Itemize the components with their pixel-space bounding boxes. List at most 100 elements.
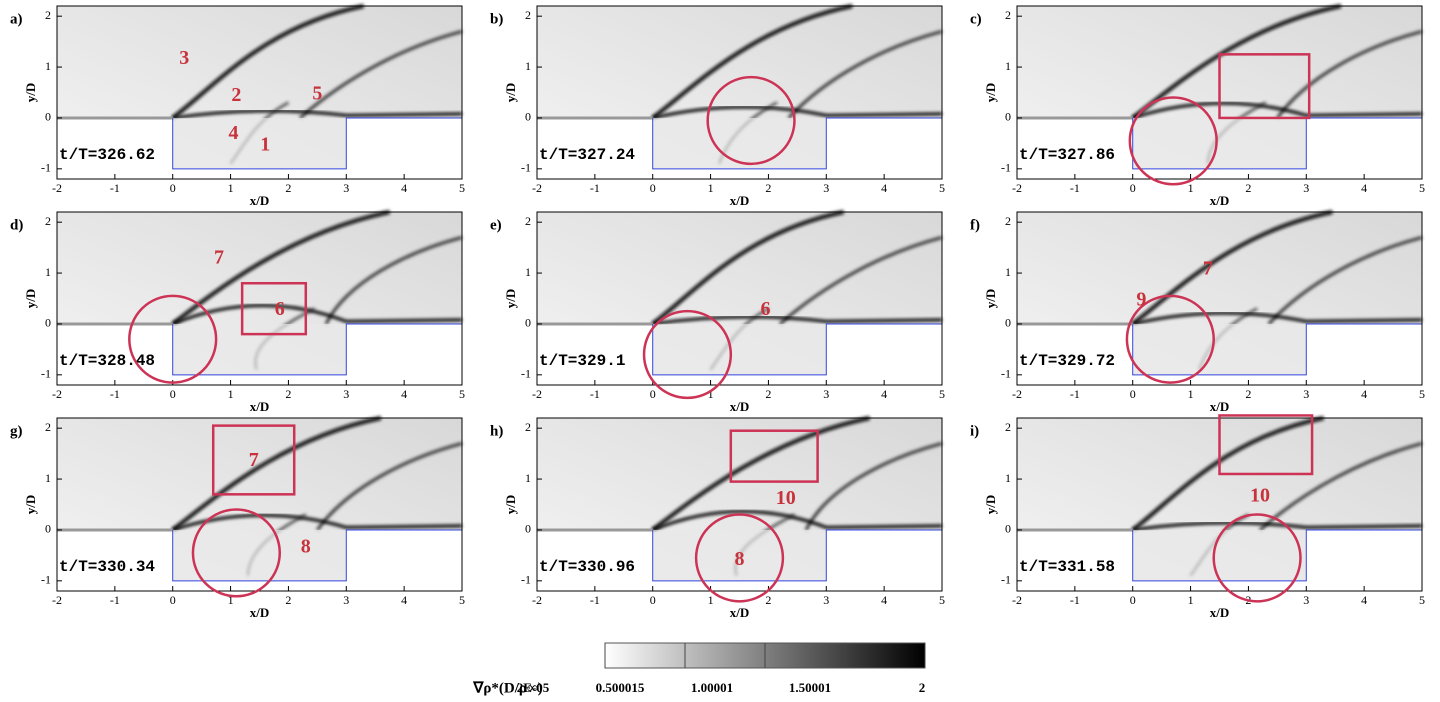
wall-left <box>57 117 173 179</box>
wall-right <box>346 117 462 179</box>
annotation: 9 <box>1136 289 1146 311</box>
colorbar-tick-label: 0.500015 <box>596 680 645 695</box>
x-tick-label: 0 <box>1130 181 1136 195</box>
x-tick-label: 4 <box>1361 593 1367 607</box>
time-label: t/T=327.24 <box>539 146 635 164</box>
annotation: 2 <box>231 84 241 106</box>
y-tick-label: -1 <box>521 573 531 587</box>
y-tick-label: -1 <box>1001 367 1011 381</box>
x-tick-label: 1 <box>228 181 234 195</box>
colorbar-tick-label: 2 <box>919 680 926 695</box>
bow-shock <box>1131 416 1325 532</box>
cavity <box>172 529 347 581</box>
y-tick-label: -1 <box>41 573 51 587</box>
y-axis-label: y/D <box>503 83 518 103</box>
x-axis-label: x/D <box>250 399 270 414</box>
x-tick-label: 4 <box>401 593 407 607</box>
cavity-outline <box>652 529 942 582</box>
axes-frame <box>536 211 943 386</box>
y-tick-label: 1 <box>525 265 531 279</box>
x-tick-label: 0 <box>650 181 656 195</box>
y-axis-label: y/D <box>503 289 518 309</box>
axes-frame <box>56 211 463 386</box>
cavity-outline <box>172 529 462 582</box>
x-tick-label: 5 <box>459 387 465 401</box>
x-tick-label: -1 <box>590 387 600 401</box>
y-tick-label: 2 <box>1005 8 1011 22</box>
y-tick-label: 0 <box>525 316 531 330</box>
x-tick-label: 1 <box>708 387 714 401</box>
time-label: t/T=326.62 <box>59 146 155 164</box>
colorbar-label: ∇ρ*(D/ρ∞) <box>472 680 542 696</box>
wall-left <box>57 323 173 385</box>
x-tick-label: 1 <box>1188 593 1194 607</box>
x-tick-label: 4 <box>881 181 887 195</box>
y-tick-label: 0 <box>45 522 51 536</box>
y-tick-label: -1 <box>1001 573 1011 587</box>
wall-bottom <box>652 580 827 591</box>
bow-shock <box>651 4 853 120</box>
secondary-shock <box>779 235 943 326</box>
panel-label: f) <box>970 217 980 233</box>
highlight-box <box>1218 414 1314 476</box>
x-tick-label: 1 <box>1188 181 1194 195</box>
y-tick-label: -1 <box>41 367 51 381</box>
cavity-outline <box>172 117 462 170</box>
wall-right <box>1306 323 1422 385</box>
annotation: 6 <box>275 298 285 320</box>
x-tick-label: 3 <box>823 593 829 607</box>
colorbar-tick-label: 1.50001 <box>789 680 831 695</box>
highlight-box <box>1218 53 1311 120</box>
x-tick-label: -1 <box>110 181 120 195</box>
bow-shock <box>651 416 871 532</box>
time-label: t/T=327.86 <box>1019 146 1115 164</box>
cavity <box>172 117 347 169</box>
y-tick-label: 2 <box>525 420 531 434</box>
x-tick-label: 2 <box>285 387 291 401</box>
highlight-box <box>240 281 308 336</box>
wall-left <box>537 117 653 179</box>
annotation: 7 <box>214 246 224 268</box>
shear-layer <box>652 315 943 326</box>
cavity <box>172 323 347 375</box>
axes-frame <box>1016 211 1423 386</box>
y-axis-label: y/D <box>23 83 38 103</box>
cavity <box>652 323 827 375</box>
colorbar-tick-label: 2E-05 <box>517 680 550 695</box>
x-axis-label: x/D <box>250 605 270 620</box>
y-axis-label: y/D <box>23 289 38 309</box>
panel-label: e) <box>490 217 502 233</box>
y-tick-label: 2 <box>1005 420 1011 434</box>
annotation: 10 <box>776 487 796 509</box>
y-tick-label: -1 <box>521 161 531 175</box>
highlight-circle <box>706 75 796 166</box>
bow-shock <box>1131 210 1333 326</box>
wall-left <box>57 529 173 591</box>
x-tick-label: 1 <box>228 387 234 401</box>
x-tick-label: -2 <box>1012 181 1022 195</box>
x-axis-label: x/D <box>1210 605 1230 620</box>
x-tick-label: 5 <box>939 181 945 195</box>
y-tick-label: -1 <box>1001 161 1011 175</box>
x-tick-label: 2 <box>285 181 291 195</box>
annotation: 7 <box>1203 258 1213 280</box>
y-axis-label: y/D <box>983 83 998 103</box>
x-tick-label: -2 <box>532 387 542 401</box>
x-tick-label: 4 <box>401 181 407 195</box>
panel-label: b) <box>490 11 503 27</box>
x-tick-label: -1 <box>110 593 120 607</box>
secondary-shock <box>316 441 463 531</box>
bow-shock <box>171 4 365 120</box>
y-tick-label: 0 <box>1005 316 1011 330</box>
panel-label: c) <box>970 11 982 27</box>
x-tick-label: 5 <box>1419 181 1425 195</box>
cavity <box>1132 323 1307 375</box>
y-tick-label: 1 <box>525 59 531 73</box>
x-axis-label: x/D <box>1210 193 1230 208</box>
wall-bottom <box>652 374 827 385</box>
